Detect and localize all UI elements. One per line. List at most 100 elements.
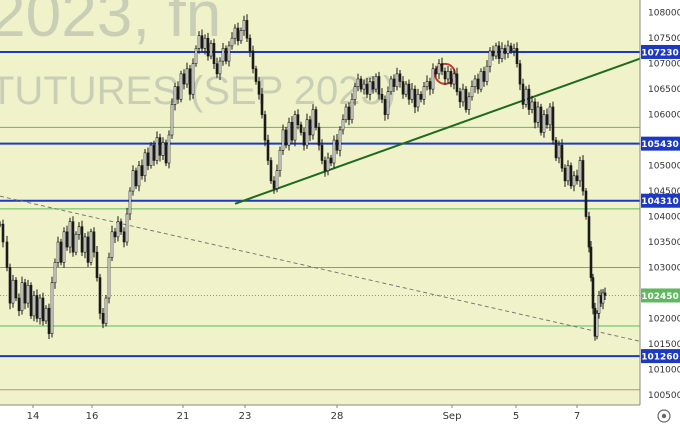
candle	[176, 81, 180, 104]
candle	[356, 73, 360, 92]
candle	[563, 164, 567, 187]
x-axis-panel	[0, 405, 680, 427]
candle	[569, 162, 573, 189]
candle	[359, 75, 363, 93]
candle	[536, 101, 540, 127]
level-label-102450: 102450	[641, 288, 680, 303]
candle	[578, 156, 582, 187]
candle	[419, 91, 423, 103]
candle	[212, 38, 216, 70]
candle	[581, 155, 585, 196]
candle	[209, 40, 213, 60]
candle	[254, 65, 258, 85]
y-tick-label: 103000	[648, 263, 680, 273]
candle	[188, 64, 192, 101]
candle	[353, 82, 357, 106]
candle	[293, 110, 297, 147]
candle	[341, 114, 345, 135]
candle	[26, 279, 30, 308]
candle	[566, 160, 570, 186]
support-trendline	[234, 57, 641, 205]
y-tick-label: 106000	[648, 111, 680, 121]
candle	[80, 220, 84, 256]
x-tick-label: Sep	[443, 411, 462, 422]
candle	[470, 80, 474, 101]
x-tick-label: 28	[331, 411, 344, 422]
candle	[203, 34, 207, 55]
candle	[38, 294, 42, 325]
candle	[137, 160, 141, 192]
candle	[494, 42, 498, 60]
candle	[404, 81, 408, 98]
candle	[167, 130, 171, 169]
candle	[551, 101, 555, 145]
candle	[218, 57, 222, 80]
candle	[14, 277, 18, 302]
candle	[224, 45, 228, 65]
candle	[533, 98, 537, 129]
candle	[380, 88, 384, 104]
candle	[125, 207, 129, 246]
candle	[386, 86, 390, 120]
candle	[431, 63, 435, 94]
settings-icon[interactable]	[657, 409, 671, 423]
candle	[251, 45, 255, 74]
candle	[44, 305, 48, 324]
candle	[32, 290, 36, 322]
candle	[467, 92, 471, 115]
svg-text:101260: 101260	[641, 353, 679, 363]
candle	[560, 139, 564, 172]
candle	[500, 42, 504, 63]
candle	[47, 303, 51, 340]
candle	[365, 77, 369, 99]
candle	[335, 133, 339, 155]
candle	[41, 292, 45, 326]
candle	[107, 252, 111, 304]
candle	[395, 67, 399, 91]
candle	[287, 117, 291, 151]
candle	[272, 176, 276, 194]
candle	[260, 88, 264, 119]
candle	[473, 75, 477, 93]
candle	[326, 152, 330, 176]
x-tick-label: 23	[239, 411, 252, 422]
x-tick-label: 5	[513, 411, 519, 422]
candle	[458, 87, 462, 108]
y-tick-label: 102000	[648, 314, 680, 324]
candle	[398, 70, 402, 88]
candle	[329, 154, 333, 167]
candle	[182, 69, 186, 90]
candle	[311, 104, 315, 140]
candle	[95, 246, 99, 282]
candle	[338, 126, 342, 157]
candle	[488, 47, 492, 73]
candle	[452, 69, 456, 90]
candle	[50, 276, 54, 338]
candle	[410, 83, 414, 104]
candle	[554, 137, 558, 161]
candle	[407, 79, 411, 105]
level-label-107230: 107230	[641, 44, 680, 59]
candle	[290, 116, 294, 144]
candle	[299, 121, 303, 136]
candle	[539, 103, 543, 136]
candle	[383, 95, 387, 121]
candle	[521, 78, 525, 110]
candle	[281, 124, 285, 155]
candle	[227, 41, 231, 67]
level-label-104310: 104310	[641, 193, 680, 208]
candle	[603, 287, 607, 301]
svg-text:102450: 102450	[641, 292, 679, 302]
candle	[68, 217, 72, 254]
candle	[86, 231, 90, 267]
candle	[518, 59, 522, 91]
candle	[143, 149, 147, 182]
candle	[317, 122, 321, 151]
candle	[233, 24, 237, 45]
candle	[587, 211, 591, 253]
candle	[20, 276, 24, 315]
y-tick-label: 107000	[648, 60, 680, 70]
y-tick-label: 106500	[648, 85, 680, 95]
y-tick-label: 104000	[648, 213, 680, 223]
